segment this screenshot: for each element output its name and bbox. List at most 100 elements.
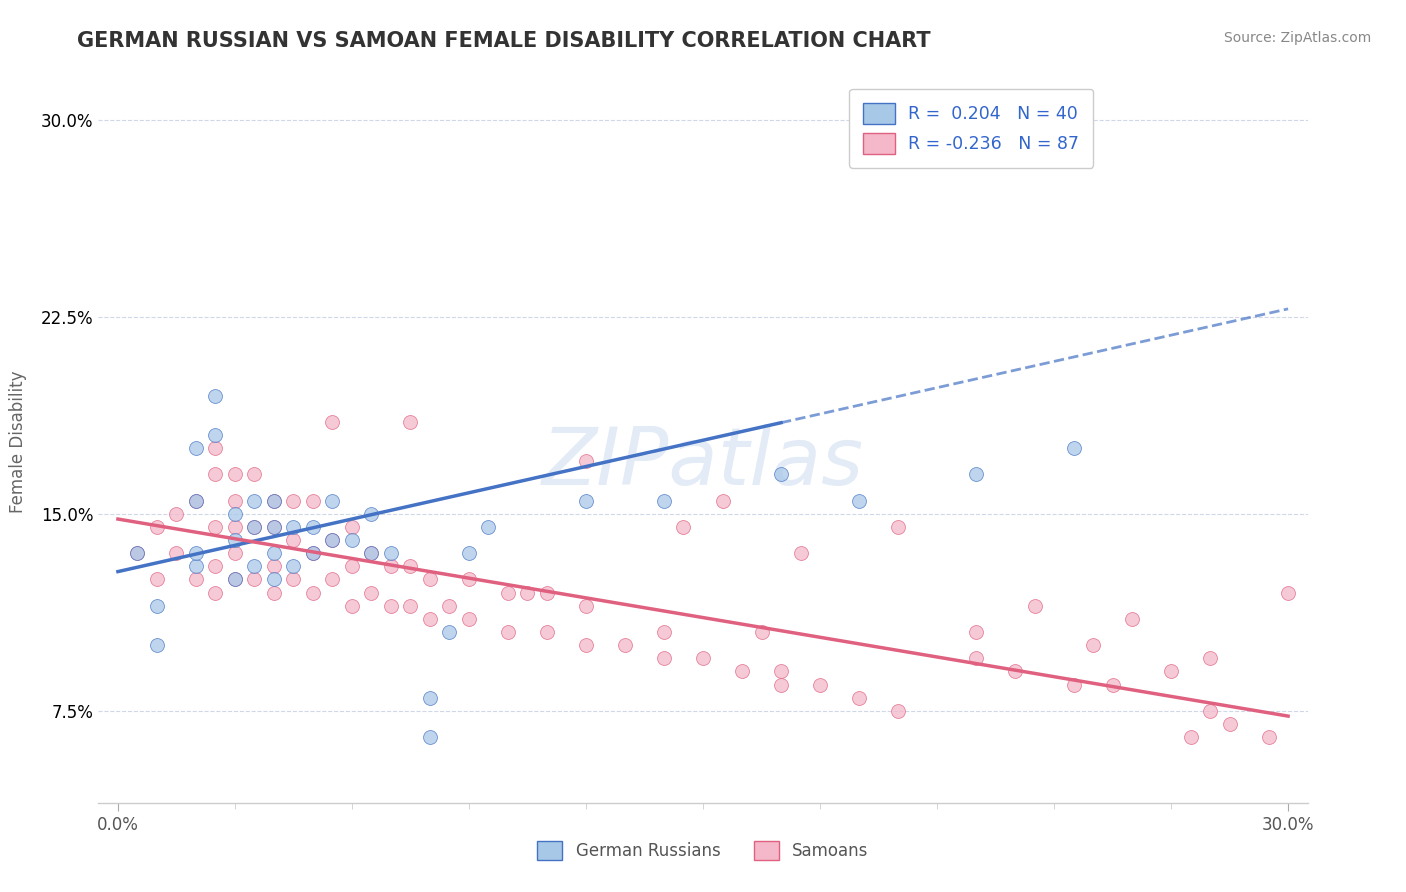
Point — [965, 467, 987, 482]
Point — [263, 559, 285, 574]
Point — [204, 428, 226, 442]
Point — [848, 690, 870, 705]
Point — [321, 533, 343, 547]
Point — [283, 533, 305, 547]
Point — [458, 573, 481, 587]
Point — [243, 520, 266, 534]
Point — [1180, 730, 1202, 744]
Point — [399, 415, 422, 429]
Point — [165, 546, 187, 560]
Point — [321, 573, 343, 587]
Point — [243, 573, 266, 587]
Point — [419, 573, 441, 587]
Point — [575, 599, 598, 613]
Text: ZIPatlas: ZIPatlas — [541, 425, 865, 502]
Point — [1063, 677, 1085, 691]
Point — [614, 638, 637, 652]
Point — [496, 625, 519, 640]
Point — [127, 546, 149, 560]
Point — [184, 559, 207, 574]
Point — [263, 585, 285, 599]
Point — [127, 546, 149, 560]
Point — [184, 493, 207, 508]
Point — [224, 573, 246, 587]
Point — [340, 533, 363, 547]
Point — [1101, 677, 1123, 691]
Point — [224, 546, 246, 560]
Point — [283, 573, 305, 587]
Point — [399, 599, 422, 613]
Point — [380, 599, 402, 613]
Point — [652, 651, 675, 665]
Point — [711, 493, 734, 508]
Point — [575, 454, 598, 468]
Point — [419, 612, 441, 626]
Point — [769, 665, 792, 679]
Point — [516, 585, 538, 599]
Text: GERMAN RUSSIAN VS SAMOAN FEMALE DISABILITY CORRELATION CHART: GERMAN RUSSIAN VS SAMOAN FEMALE DISABILI… — [77, 31, 931, 51]
Point — [340, 559, 363, 574]
Point — [243, 467, 266, 482]
Text: Source: ZipAtlas.com: Source: ZipAtlas.com — [1223, 31, 1371, 45]
Point — [224, 533, 246, 547]
Point — [360, 546, 382, 560]
Point — [340, 599, 363, 613]
Point — [848, 493, 870, 508]
Point — [224, 507, 246, 521]
Point — [204, 388, 226, 402]
Point — [458, 546, 481, 560]
Point — [146, 573, 169, 587]
Point — [165, 507, 187, 521]
Point — [184, 493, 207, 508]
Point — [283, 493, 305, 508]
Point — [204, 467, 226, 482]
Point — [224, 520, 246, 534]
Point — [340, 520, 363, 534]
Point — [692, 651, 714, 665]
Point — [302, 520, 325, 534]
Point — [1199, 651, 1222, 665]
Point — [769, 467, 792, 482]
Point — [1355, 441, 1378, 455]
Point — [808, 677, 831, 691]
Point — [380, 559, 402, 574]
Point — [243, 559, 266, 574]
Point — [1121, 612, 1143, 626]
Point — [184, 573, 207, 587]
Point — [204, 559, 226, 574]
Point — [419, 730, 441, 744]
Point — [1160, 665, 1182, 679]
Point — [321, 415, 343, 429]
Point — [263, 493, 285, 508]
Point — [360, 546, 382, 560]
Y-axis label: Female Disability: Female Disability — [8, 370, 27, 513]
Point — [496, 585, 519, 599]
Point — [458, 612, 481, 626]
Point — [1199, 704, 1222, 718]
Point — [302, 493, 325, 508]
Point — [1063, 441, 1085, 455]
Point — [283, 520, 305, 534]
Point — [399, 559, 422, 574]
Point — [536, 625, 558, 640]
Point — [1219, 717, 1241, 731]
Point — [652, 493, 675, 508]
Point — [204, 520, 226, 534]
Point — [283, 559, 305, 574]
Point — [204, 585, 226, 599]
Point — [146, 638, 169, 652]
Point — [263, 520, 285, 534]
Point — [965, 625, 987, 640]
Point — [204, 441, 226, 455]
Point — [360, 585, 382, 599]
Point — [184, 546, 207, 560]
Point — [672, 520, 695, 534]
Point — [652, 625, 675, 640]
Point — [302, 546, 325, 560]
Point — [887, 520, 910, 534]
Point — [769, 677, 792, 691]
Point — [224, 573, 246, 587]
Point — [243, 520, 266, 534]
Point — [1257, 730, 1279, 744]
Point — [1004, 665, 1026, 679]
